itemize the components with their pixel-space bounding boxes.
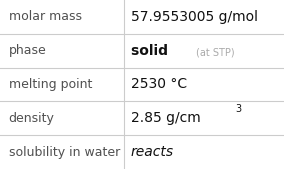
Text: phase: phase <box>9 44 46 57</box>
Text: (at STP): (at STP) <box>196 47 235 57</box>
Text: melting point: melting point <box>9 78 92 91</box>
Text: solubility in water: solubility in water <box>9 146 120 159</box>
Text: 57.9553005 g/mol: 57.9553005 g/mol <box>131 10 258 24</box>
Text: reacts: reacts <box>131 145 174 159</box>
Text: 2.85 g/cm: 2.85 g/cm <box>131 111 201 125</box>
Text: solid: solid <box>131 44 178 58</box>
Text: molar mass: molar mass <box>9 10 82 23</box>
Text: 2530 °C: 2530 °C <box>131 78 187 91</box>
Text: density: density <box>9 112 55 125</box>
Text: 3: 3 <box>236 104 242 114</box>
